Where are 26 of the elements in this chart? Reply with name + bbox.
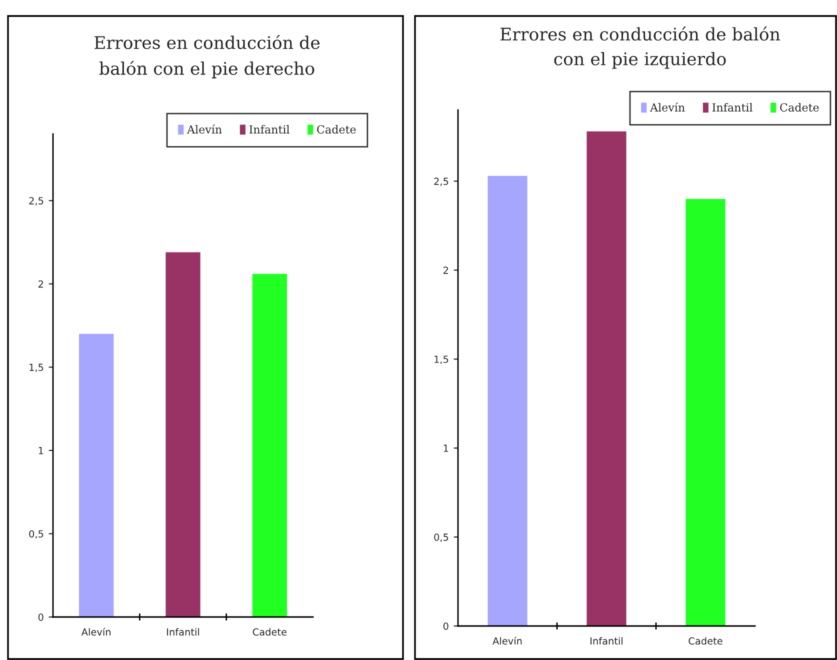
y-tick-label: 1,5: [30, 364, 44, 372]
chart-title: Errores en conducción de balón con el pie derecho: [94, 34, 320, 78]
x-tick-label: Infantil: [590, 637, 622, 645]
chart-title: Errores en conducción de balón con el pie izquierdo: [500, 26, 780, 69]
y-tick-label: 2: [38, 280, 43, 288]
x-tick-label: Alevín: [81, 628, 110, 636]
y-tick-label: 1,5: [434, 356, 448, 364]
y-tick-label: 0: [38, 613, 44, 621]
y-tick-label: 0,5: [434, 534, 448, 542]
legend-label: Infantil: [712, 103, 752, 112]
legend-label: Alevín: [186, 124, 222, 134]
x-tick-label: Alevín: [492, 636, 522, 645]
y-tick-label: 1: [38, 447, 44, 454]
y-tick-label: 0: [443, 622, 448, 630]
legend-label: Infantil: [249, 125, 290, 134]
legend-label: Cadete: [317, 125, 356, 134]
y-tick-label: 1: [444, 444, 448, 452]
legend-label: Cadete: [780, 103, 819, 112]
y-tick-label: 0,5: [29, 530, 44, 539]
x-tick-label: Cadete: [252, 628, 286, 636]
y-tick-label: 2,5: [29, 197, 44, 206]
y-tick-label: 2,5: [434, 178, 448, 186]
x-tick-label: Cadete: [688, 637, 722, 645]
legend-label: Alevín: [650, 102, 685, 112]
y-tick-label: 2: [444, 266, 448, 274]
x-tick-label: Infantil: [167, 628, 199, 636]
